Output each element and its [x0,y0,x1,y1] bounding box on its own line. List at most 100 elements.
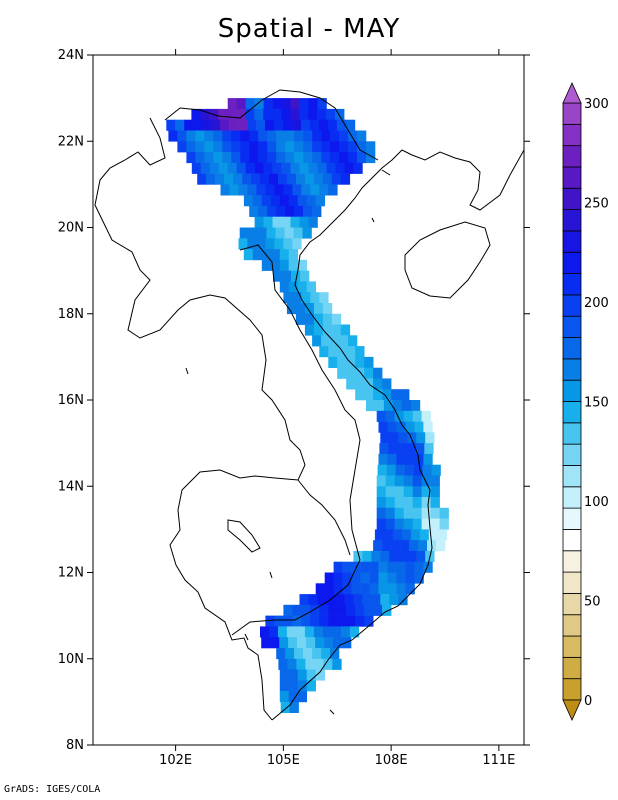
precip-cell [355,346,365,358]
precip-cell [272,98,282,110]
precip-cell [275,227,285,239]
precip-cell [284,227,294,239]
precip-cell [283,184,293,196]
precip-cell [195,141,205,153]
precip-cell [405,561,415,573]
precip-cell [285,205,295,217]
china-coast [381,149,524,211]
precip-cell [355,389,365,401]
precip-cell [336,119,347,131]
precip-cell [321,141,331,153]
precip-cell [364,389,374,401]
precip-cell [288,691,298,703]
precip-cell [337,367,347,379]
precip-cell [317,108,327,120]
precip-cell [166,119,176,131]
precip-cell [340,324,351,336]
colorbar-segment [562,443,582,466]
precip-cell [335,594,345,606]
precip-cell [274,184,284,196]
precip-cell [245,98,255,110]
precip-cell [313,313,324,325]
precip-cell [282,270,292,282]
precip-cell [379,443,389,455]
precip-cell [290,216,300,228]
precip-cell [394,497,404,509]
precip-cell [423,453,433,465]
precip-cell [270,259,281,271]
colorbar-over-arrow [562,82,582,104]
precip-cell [276,648,286,660]
precip-cell [247,184,257,196]
precip-cell [337,356,347,368]
precip-cell [430,486,440,498]
precip-cell [211,119,221,131]
precip-cell [385,486,395,498]
lon-tick-label: 111E [482,753,515,768]
precip-cell [436,540,446,552]
precip-cell [401,529,412,541]
precip-cell [330,130,340,142]
precip-cell [400,389,410,401]
lon-tick-label: 102E [159,753,192,768]
precip-cell [304,303,315,315]
colorbar-segment [562,358,582,381]
precip-cell [392,529,403,541]
precip-cell [263,162,273,174]
precip-cell [195,152,205,164]
precip-cell [261,259,272,271]
precip-cell [369,583,379,595]
precip-cell [303,130,313,142]
precip-cell [422,464,432,476]
colorbar-segment [562,251,582,274]
precip-cell [378,561,388,573]
precip-cell [279,249,290,261]
precip-cell [418,540,428,552]
precip-cell [290,108,300,120]
precip-cell [380,550,390,562]
precip-cell [364,367,374,379]
precip-cell [308,98,318,110]
precip-cell [321,130,331,142]
precip-cell [294,130,304,142]
precip-cell [306,669,316,681]
vietnam-coast [271,167,433,721]
precip-cell [227,108,237,120]
precip-cell [288,259,298,271]
precip-cell [398,432,408,444]
precip-cell [409,540,419,552]
precip-cell [313,324,324,336]
precip-cell [308,108,318,120]
precip-cell [267,205,277,217]
precip-cell [285,141,295,153]
precip-cell [279,281,290,293]
colorbar-label: 200 [584,296,609,311]
precip-cell [301,184,311,196]
colorbar-label: 250 [584,197,609,212]
colorbar-segment [562,230,582,253]
precip-cell [394,518,404,530]
precip-cell [322,324,333,336]
precip-cell [191,108,201,120]
colorbar-segment [562,187,582,211]
lat-tick-label: 20N [58,221,84,236]
precip-cell [312,130,322,142]
precip-cell [269,626,279,638]
precip-cell [229,119,239,131]
precip-cell [243,195,254,207]
precip-cell [387,561,397,573]
precip-cell [373,540,383,552]
precip-cell [376,497,386,509]
precip-cell [353,162,363,174]
precip-cell [333,561,343,573]
precip-cell [278,658,288,670]
precip-cell [240,130,250,142]
precip-cell [299,162,309,174]
precip-cell [177,141,187,153]
precip-cell [231,152,241,164]
precip-cell [220,184,230,196]
precip-cell [249,141,259,153]
precip-cell [326,108,336,120]
precip-cell [303,152,313,164]
precip-cell [335,108,345,120]
